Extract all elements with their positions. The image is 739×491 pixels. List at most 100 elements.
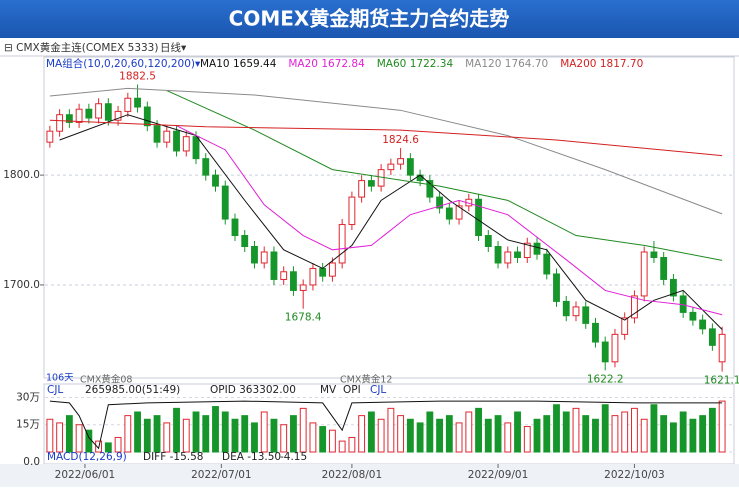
candle-body <box>601 341 609 363</box>
x-tick-label: 2022/06/01 <box>55 469 116 481</box>
opi-line <box>49 400 723 450</box>
legend-entry: MA60 1722.34 <box>377 58 454 70</box>
candle-body <box>367 180 375 187</box>
candle-body <box>572 306 580 317</box>
volume-bar <box>104 442 112 453</box>
legend-entry: MA120 1764.70 <box>465 58 548 70</box>
volume-bar <box>46 418 54 453</box>
volume-bar <box>669 422 677 453</box>
volume-bar <box>455 422 463 453</box>
chart-title: COMEX黄金期货主力合约走势 <box>229 7 510 31</box>
volume-bar <box>299 407 307 453</box>
candle-body <box>153 125 161 143</box>
volume-bar <box>280 424 288 453</box>
ma-line <box>176 125 723 316</box>
volume-bar <box>621 411 629 453</box>
volume-bar <box>543 415 551 453</box>
note: CMX黄金08 <box>80 374 132 386</box>
candle-body <box>192 136 200 160</box>
high-annotation: 1824.6 <box>382 134 419 146</box>
high-annotation: 1882.5 <box>119 71 156 83</box>
candle-body <box>387 163 395 171</box>
candle-body <box>173 130 180 152</box>
candle-body <box>494 246 502 264</box>
candle-body <box>611 333 619 363</box>
volume-bar <box>475 407 482 453</box>
ma-line <box>166 90 723 261</box>
note: 106天 <box>46 373 74 384</box>
volume-bar <box>202 415 210 453</box>
candle-body <box>309 267 317 286</box>
candle-body <box>708 328 716 346</box>
volume-bar <box>484 418 492 453</box>
volume-bar <box>708 407 716 453</box>
volume-bar <box>309 422 317 453</box>
candle-body <box>699 319 707 330</box>
volume-bar <box>514 411 521 453</box>
ma-group[interactable]: MA组合(10,0,20,60,120,200)▾ <box>46 57 201 70</box>
candle-body <box>46 130 54 143</box>
title-bar <box>0 0 739 38</box>
legend-name: MA10 <box>200 58 230 70</box>
x-tick-label: 2022/09/01 <box>468 469 529 481</box>
volume-bar <box>143 418 151 453</box>
volume-bar <box>338 440 346 453</box>
volume-bar <box>124 415 132 453</box>
candle-body <box>475 198 482 237</box>
candle-body <box>95 103 103 119</box>
ma-line <box>49 87 723 215</box>
volume-bar <box>426 411 434 453</box>
period-text: 日线 <box>160 41 181 54</box>
candle-body <box>338 224 346 264</box>
candle-body <box>592 322 599 343</box>
volume-tick-label: 0.0 <box>23 456 40 468</box>
candle-body <box>251 246 258 264</box>
candle-body <box>85 108 93 119</box>
candle-body <box>65 114 73 123</box>
volume-bar <box>348 436 356 453</box>
candle-body <box>718 333 726 363</box>
low-annotation: 1622.2 <box>587 373 624 385</box>
volume-bar <box>212 406 219 453</box>
price-frame <box>43 56 735 379</box>
volume-bar <box>679 411 687 453</box>
volume-bar <box>494 415 502 453</box>
legend-entry: MA200 1817.70 <box>560 58 643 70</box>
period[interactable]: 日线▾ <box>160 41 187 54</box>
candle-body <box>397 158 405 165</box>
candle-body <box>660 256 668 280</box>
volume-bar <box>650 404 658 453</box>
volume-bar <box>387 407 395 453</box>
low-annotation: 1621.1 <box>704 375 739 387</box>
volume-bar <box>173 407 180 453</box>
candle-body <box>163 130 171 143</box>
candle-body <box>484 235 492 248</box>
volume-bar <box>260 411 268 453</box>
volume-bar <box>153 415 161 453</box>
volume-bar <box>182 418 190 453</box>
candle-body <box>533 242 541 255</box>
y-tick-label: 1700.0 <box>3 279 40 291</box>
volume-bar <box>533 418 541 453</box>
volume-bar <box>319 426 327 453</box>
volume-bar <box>562 411 570 453</box>
legend-name: MA20 <box>288 58 318 70</box>
candle-body <box>328 262 336 277</box>
x-tick-label: 2022/07/01 <box>191 469 252 481</box>
volume-bar <box>445 415 453 453</box>
volume-bar <box>75 424 83 453</box>
candle-body <box>182 136 190 152</box>
volume-bar <box>328 429 336 453</box>
volume-bar <box>640 418 648 453</box>
plot: MA10 1659.44 MA20 1672.84 MA60 1722.34 MA12… <box>3 58 739 481</box>
candle-body <box>280 271 288 280</box>
volume-bar <box>65 415 73 453</box>
volume-bar <box>631 407 638 453</box>
volume-bar <box>358 415 366 453</box>
candle-body <box>75 108 83 123</box>
volume-bar <box>436 418 444 453</box>
volume-bar <box>718 400 726 453</box>
volume-opid: OPID 363302.00 <box>210 384 296 396</box>
candle-body <box>543 253 551 275</box>
